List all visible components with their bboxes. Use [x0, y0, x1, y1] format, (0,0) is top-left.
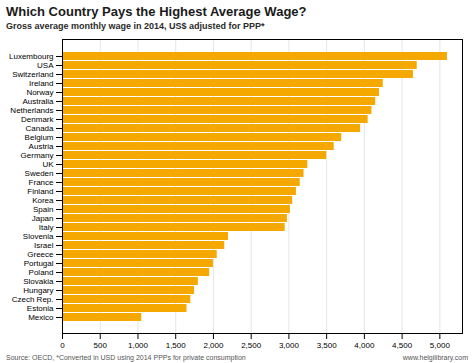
svg-text:Slovenia: Slovenia [23, 232, 54, 241]
svg-text:Israel: Israel [34, 241, 54, 250]
svg-text:Korea: Korea [32, 196, 54, 205]
svg-text:2,500: 2,500 [241, 341, 262, 350]
svg-text:Slovakia: Slovakia [23, 277, 54, 286]
svg-text:USA: USA [37, 61, 54, 70]
svg-text:Canada: Canada [25, 124, 54, 133]
svg-text:Japan: Japan [32, 214, 54, 223]
svg-text:Hungary: Hungary [23, 286, 53, 295]
svg-text:Luxembourg: Luxembourg [9, 52, 53, 61]
svg-text:Norway: Norway [26, 88, 53, 97]
svg-text:3,500: 3,500 [317, 341, 338, 350]
svg-text:Australia: Australia [22, 97, 54, 106]
svg-text:Sweden: Sweden [25, 169, 54, 178]
svg-text:Belgium: Belgium [25, 133, 54, 142]
svg-text:Ireland: Ireland [29, 79, 53, 88]
svg-text:2,000: 2,000 [203, 341, 224, 350]
html-text:Gross average monthly wage in: Gross average monthly wage in 2014, US$ … [6, 21, 265, 31]
svg-text:0: 0 [60, 341, 65, 350]
svg-text:France: France [29, 178, 54, 187]
svg-text:Spain: Spain [33, 205, 53, 214]
svg-text:1,500: 1,500 [166, 341, 187, 350]
svg-text:4,500: 4,500 [392, 341, 413, 350]
svg-text:1,000: 1,000 [128, 341, 149, 350]
svg-text:Mexico: Mexico [28, 313, 54, 322]
svg-text:Estonia: Estonia [27, 304, 54, 313]
svg-text:Denmark: Denmark [21, 115, 54, 124]
svg-text:5,000: 5,000 [430, 341, 451, 350]
svg-text:UK: UK [42, 160, 54, 169]
svg-text:Finland: Finland [27, 187, 53, 196]
html-text:www.helgilibrary.com: www.helgilibrary.com [402, 354, 468, 361]
svg-text:Greece: Greece [27, 250, 54, 259]
svg-text:Switzerland: Switzerland [12, 70, 53, 79]
html-text:Source: OECD, *Converted in US: Source: OECD, *Converted in USD using 20… [6, 354, 246, 361]
svg-text:500: 500 [94, 341, 108, 350]
svg-text:Austria: Austria [29, 142, 54, 151]
svg-text:3,000: 3,000 [279, 341, 300, 350]
svg-text:Netherlands: Netherlands [10, 106, 53, 115]
svg-text:Italy: Italy [39, 223, 54, 232]
svg-text:Poland: Poland [29, 268, 54, 277]
html-text:Which Country Pays the Highest: Which Country Pays the Highest Average W… [6, 4, 307, 19]
svg-text:Czech Rep.: Czech Rep. [12, 295, 54, 304]
svg-text:Portugal: Portugal [24, 259, 54, 268]
svg-text:4,000: 4,000 [354, 341, 375, 350]
svg-text:Germany: Germany [21, 151, 54, 160]
